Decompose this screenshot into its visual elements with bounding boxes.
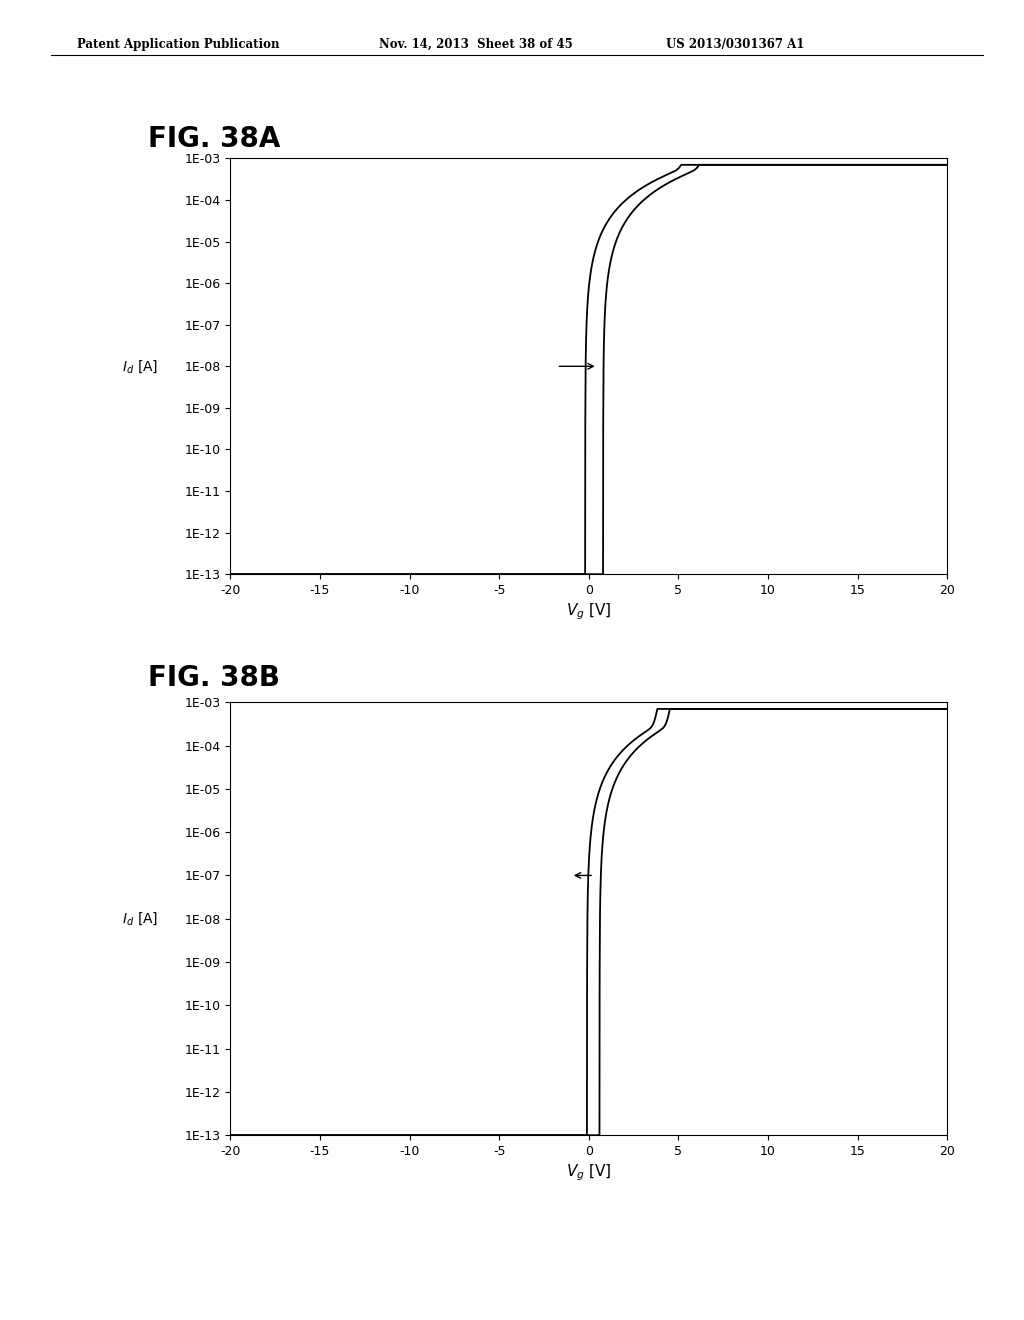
Text: FIG. 38A: FIG. 38A xyxy=(148,125,281,153)
Y-axis label: $I_d$ [A]: $I_d$ [A] xyxy=(122,358,158,375)
Text: FIG. 38B: FIG. 38B xyxy=(148,664,281,692)
Text: US 2013/0301367 A1: US 2013/0301367 A1 xyxy=(666,38,804,51)
Y-axis label: $I_d$ [A]: $I_d$ [A] xyxy=(122,911,158,927)
Text: Patent Application Publication: Patent Application Publication xyxy=(77,38,280,51)
X-axis label: $V_g$ [V]: $V_g$ [V] xyxy=(566,1162,611,1183)
X-axis label: $V_g$ [V]: $V_g$ [V] xyxy=(566,601,611,622)
Text: Nov. 14, 2013  Sheet 38 of 45: Nov. 14, 2013 Sheet 38 of 45 xyxy=(379,38,572,51)
